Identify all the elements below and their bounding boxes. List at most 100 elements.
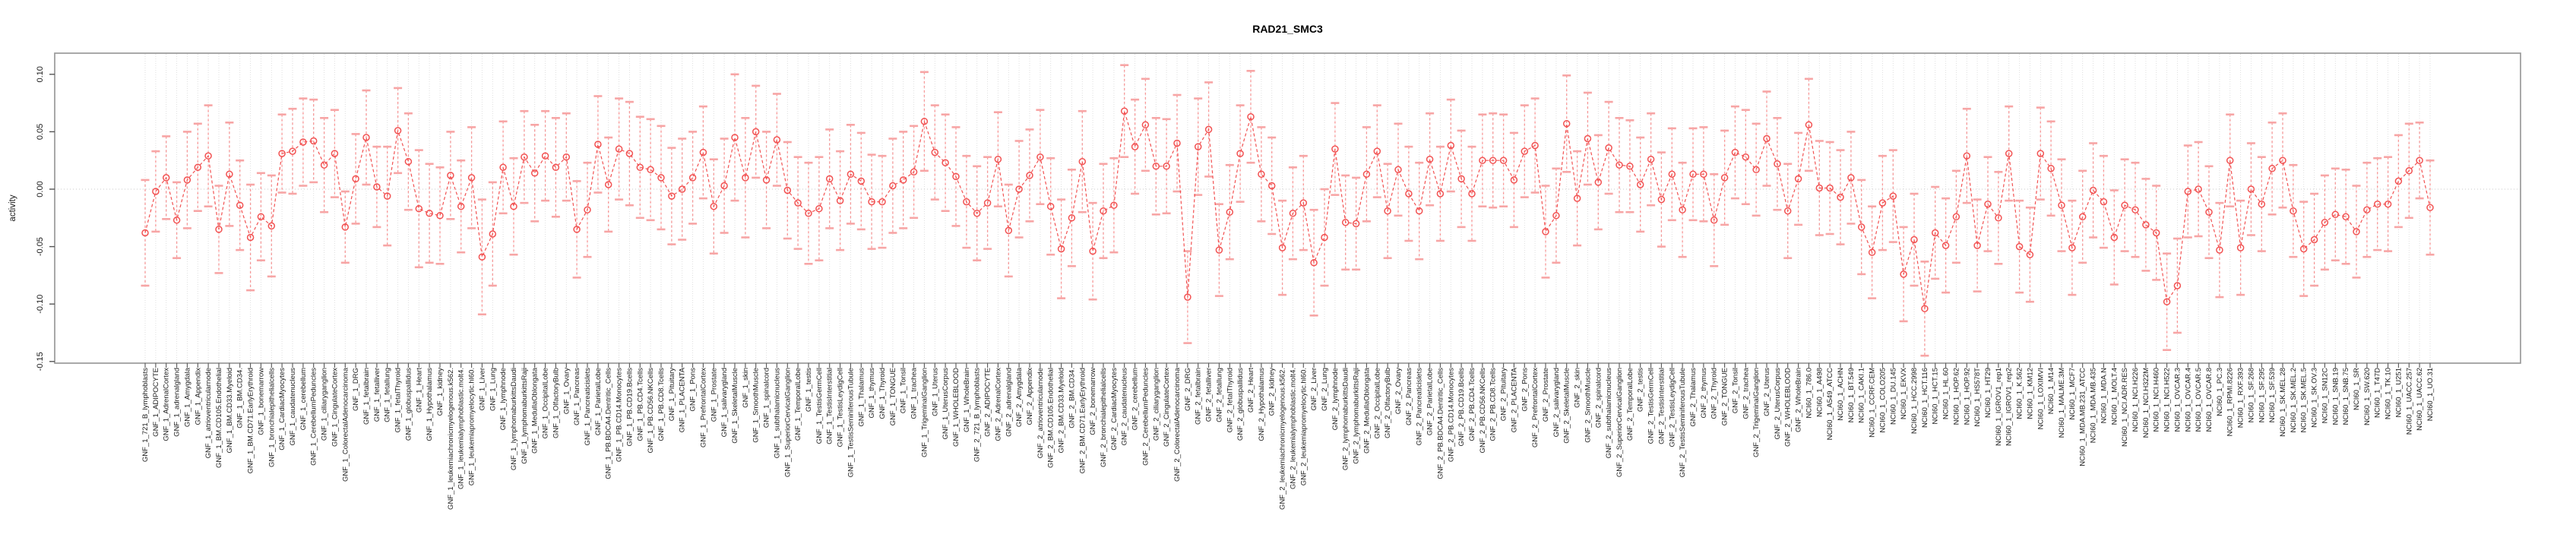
svg-text:NCI60_1_SK.MEL.28: NCI60_1_SK.MEL.28 <box>2279 368 2287 437</box>
svg-text:GNF_2_Pancreaticislets: GNF_2_Pancreaticislets <box>1416 368 1424 446</box>
svg-text:NCI60_1_HT29: NCI60_1_HT29 <box>1984 368 1992 418</box>
svg-text:GNF_1_TestisLeydigCell: GNF_1_TestisLeydigCell <box>837 368 845 447</box>
svg-text:GNF_1_salivarygland: GNF_1_salivarygland <box>720 368 729 437</box>
svg-text:GNF_2_Appendix: GNF_2_Appendix <box>1026 368 1034 425</box>
svg-text:GNF_1_thymus: GNF_1_thymus <box>868 368 876 419</box>
svg-text:GNF_2_PB.CD4.Tcells: GNF_2_PB.CD4.Tcells <box>1468 368 1476 441</box>
svg-text:GNF_1_spinalcord: GNF_1_spinalcord <box>763 368 771 428</box>
svg-text:NCI60_1_COLO205: NCI60_1_COLO205 <box>1878 368 1887 433</box>
svg-text:GNF_2_skin: GNF_2_skin <box>1574 368 1582 408</box>
svg-text:GNF_2_BM.CD71.EarlyErythroid: GNF_2_BM.CD71.EarlyErythroid <box>1078 368 1087 473</box>
svg-text:GNF_2_PLACENTA: GNF_2_PLACENTA <box>1510 367 1518 432</box>
svg-text:GNF_1_Heart: GNF_1_Heart <box>415 368 423 413</box>
svg-text:NCI60_1_MCF7: NCI60_1_MCF7 <box>2068 368 2077 420</box>
svg-text:NCI60_1_U251: NCI60_1_U251 <box>2394 368 2403 418</box>
svg-text:GNF_2_fetalliver: GNF_2_fetalliver <box>1205 368 1214 422</box>
svg-text:GNF_2_cerebellum: GNF_2_cerebellum <box>1131 368 1140 430</box>
svg-text:NCI60_1_EKVX: NCI60_1_EKVX <box>1900 367 1908 419</box>
svg-text:GNF_2_BM.CD33.Myeloid: GNF_2_BM.CD33.Myeloid <box>1058 368 1066 453</box>
svg-text:GNF_2_WHOLEBLOOD: GNF_2_WHOLEBLOOD <box>1784 368 1793 447</box>
svg-text:NCI60_1_CAKI.1: NCI60_1_CAKI.1 <box>1858 368 1866 423</box>
svg-text:GNF_1_Prostate: GNF_1_Prostate <box>710 368 718 422</box>
svg-text:GNF_2_subthalamicnucleus: GNF_2_subthalamicnucleus <box>1605 368 1613 459</box>
svg-text:GNF_1_BM.CD71.EarlyErythroid: GNF_1_BM.CD71.EarlyErythroid <box>247 368 255 473</box>
svg-text:GNF_2_Prostate: GNF_2_Prostate <box>1542 368 1550 422</box>
svg-text:NCI60_1_SR: NCI60_1_SR <box>2353 368 2361 410</box>
svg-text:NCI60_1_A498: NCI60_1_A498 <box>1815 368 1824 417</box>
svg-text:GNF_2_bronchialepithelialcells: GNF_2_bronchialepithelialcells <box>1100 368 1108 467</box>
svg-text:-0.05: -0.05 <box>36 237 45 256</box>
svg-text:GNF_1_PB.CD8.Tcells: GNF_1_PB.CD8.Tcells <box>657 368 666 441</box>
svg-text:GNF_1_PLACENTA: GNF_1_PLACENTA <box>679 367 687 432</box>
svg-text:GNF_2_721_B_lymphoblasts: GNF_2_721_B_lymphoblasts <box>973 368 982 462</box>
svg-text:GNF_1_WHOLEBLOOD: GNF_1_WHOLEBLOOD <box>952 368 960 447</box>
svg-text:GNF_2_MedullaOblongata: GNF_2_MedullaOblongata <box>1362 367 1371 454</box>
svg-text:GNF_2_testis: GNF_2_testis <box>1637 368 1645 412</box>
svg-text:NCI60_1_SW.620: NCI60_1_SW.620 <box>2363 368 2372 425</box>
y-axis: 0.10 0.05 0.00 -0.05 -0.10 -0.15 <box>36 66 55 371</box>
svg-text:GNF_2_Liver: GNF_2_Liver <box>1310 368 1318 411</box>
svg-text:NCI60_1_SNB.75: NCI60_1_SNB.75 <box>2342 368 2350 425</box>
svg-text:GNF_1_SmoothMuscle: GNF_1_SmoothMuscle <box>752 368 761 443</box>
svg-text:NCI60_1_CCRF.CEM: NCI60_1_CCRF.CEM <box>1869 368 1877 438</box>
svg-text:NCI60_1_HCT.116: NCI60_1_HCT.116 <box>1921 368 1929 428</box>
svg-text:GNF_1_CingulateCortex: GNF_1_CingulateCortex <box>331 368 339 447</box>
svg-text:GNF_1_lymphomaburkittsDaudi: GNF_1_lymphomaburkittsDaudi <box>510 368 518 470</box>
svg-text:GNF_2_caudatenucleus: GNF_2_caudatenucleus <box>1121 368 1129 446</box>
svg-text:GNF_1_CardiacMyocytes: GNF_1_CardiacMyocytes <box>278 368 286 451</box>
svg-text:GNF_1_Hypothalamus: GNF_1_Hypothalamus <box>426 368 434 441</box>
svg-text:GNF_2_TestisInterstitial: GNF_2_TestisInterstitial <box>1657 368 1666 444</box>
svg-text:NCI60_1_SF.295: NCI60_1_SF.295 <box>2258 368 2266 422</box>
svg-text:NCI60_1_UO.31: NCI60_1_UO.31 <box>2426 368 2435 421</box>
svg-text:GNF_1_PB.CD4.Tcells: GNF_1_PB.CD4.Tcells <box>636 368 644 441</box>
svg-text:GNF_1_leukemialymphoblastic.mo: GNF_1_leukemialymphoblastic.molt4. <box>457 368 466 489</box>
svg-text:GNF_2_OlfactoryBulb: GNF_2_OlfactoryBulb <box>1384 368 1392 438</box>
svg-text:NCI60_1_BT.549: NCI60_1_BT.549 <box>1847 368 1856 422</box>
svg-text:NCI60_1_KM12: NCI60_1_KM12 <box>2026 368 2034 419</box>
svg-text:NCI60_1_NCI.H460: NCI60_1_NCI.H460 <box>2153 368 2161 432</box>
svg-text:GNF_2_BM.CD105.Endothelial: GNF_2_BM.CD105.Endothelial <box>1047 368 1055 468</box>
svg-text:NCI60_1_DU.145: NCI60_1_DU.145 <box>1889 368 1897 425</box>
gridlines <box>144 54 2431 362</box>
svg-text:NCI60_1_NCI.ADR.RES: NCI60_1_NCI.ADR.RES <box>2121 368 2129 447</box>
svg-text:GNF_2_ParietalLobe: GNF_2_ParietalLobe <box>1426 368 1435 435</box>
svg-text:NCI60_1_ACHN: NCI60_1_ACHN <box>1837 368 1845 421</box>
svg-text:GNF_2_Hypothalamus: GNF_2_Hypothalamus <box>1258 368 1266 441</box>
svg-text:0.10: 0.10 <box>36 66 45 82</box>
svg-text:GNF_1_Ovary: GNF_1_Ovary <box>562 368 571 414</box>
data-points <box>141 107 2434 312</box>
svg-text:GNF_1_PB.CD19.Bcells: GNF_1_PB.CD19.Bcells <box>625 368 634 447</box>
svg-text:GNF_1_PrefrontalCortex: GNF_1_PrefrontalCortex <box>699 368 707 447</box>
svg-text:GNF_1_TrigeminalGanglion: GNF_1_TrigeminalGanglion <box>920 368 929 457</box>
svg-text:NCI60_1_HOP.62: NCI60_1_HOP.62 <box>1952 368 1960 425</box>
svg-text:GNF_2_fetalbrain: GNF_2_fetalbrain <box>1195 368 1203 425</box>
svg-text:GNF_2_TestisSeminiferousTubule: GNF_2_TestisSeminiferousTubule <box>1679 368 1687 477</box>
svg-text:GNF_2_AdrenalCortex: GNF_2_AdrenalCortex <box>994 368 1002 441</box>
svg-text:GNF_2_lymphomaburkittsRaji: GNF_2_lymphomaburkittsRaji <box>1353 368 1361 464</box>
svg-text:NCI60_1_SF.539: NCI60_1_SF.539 <box>2268 368 2277 422</box>
svg-text:GNF_1_TemporalLobe: GNF_1_TemporalLobe <box>794 368 802 441</box>
svg-text:GNF_1_TONGUE: GNF_1_TONGUE <box>889 368 897 425</box>
svg-text:NCI60_1_IGROV1_rep2: NCI60_1_IGROV1_rep2 <box>2005 368 2014 446</box>
svg-text:GNF_1_SkeletalMuscle: GNF_1_SkeletalMuscle <box>731 368 739 444</box>
svg-text:GNF_2_PB.CD19.Bcells: GNF_2_PB.CD19.Bcells <box>1457 368 1466 447</box>
svg-text:GNF_2_TemporalLobe: GNF_2_TemporalLobe <box>1626 368 1635 441</box>
svg-text:GNF_1_AdrenalCortex: GNF_1_AdrenalCortex <box>163 368 171 441</box>
svg-text:GNF_2_Pituitary: GNF_2_Pituitary <box>1500 368 1508 421</box>
svg-text:GNF_2_adrenalgland: GNF_2_adrenalgland <box>1005 368 1013 437</box>
svg-text:NCI60_1_OVCAR.3: NCI60_1_OVCAR.3 <box>2173 368 2182 432</box>
svg-text:GNF_1_721_B_lymphoblasts: GNF_1_721_B_lymphoblasts <box>141 368 150 462</box>
svg-text:GNF_2_TONGUE: GNF_2_TONGUE <box>1721 368 1729 425</box>
svg-text:NCI60_1_UACC.62: NCI60_1_UACC.62 <box>2416 368 2424 431</box>
svg-text:NCI60_1_786.0: NCI60_1_786.0 <box>1805 368 1813 419</box>
svg-text:GNF_1_Lung: GNF_1_Lung <box>489 368 497 411</box>
chart-title: RAD21_SMC3 <box>1252 23 1323 35</box>
svg-text:GNF_1_Amygdala: GNF_1_Amygdala <box>183 367 191 427</box>
svg-text:GNF_2_salivarygland: GNF_2_salivarygland <box>1552 368 1561 437</box>
svg-text:GNF_2_globuspallidus: GNF_2_globuspallidus <box>1236 368 1245 441</box>
plot-border <box>54 52 2521 364</box>
svg-text:GNF_1_fetallung: GNF_1_fetallung <box>384 368 392 422</box>
svg-text:NCI60_1_OVCAR.8: NCI60_1_OVCAR.8 <box>2205 368 2214 432</box>
svg-text:GNF_1_bonemarrow: GNF_1_bonemarrow <box>257 368 265 435</box>
